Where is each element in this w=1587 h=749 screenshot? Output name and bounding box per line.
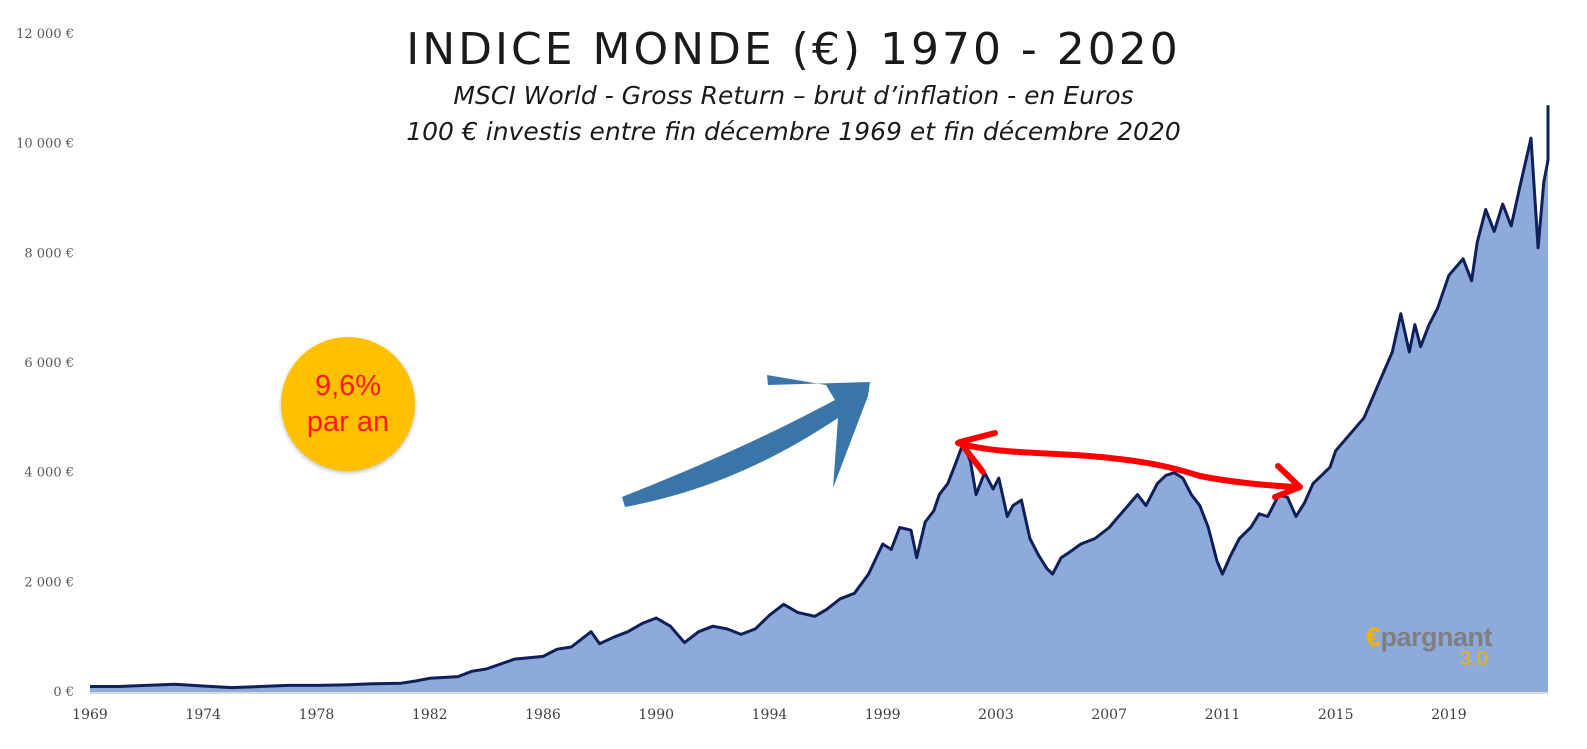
- y-tick-label: 8 000 €: [24, 246, 74, 261]
- logo-wordmark: €pargnant: [1366, 622, 1493, 653]
- red-double-arrow: [955, 430, 1303, 500]
- logo-euro-symbol: €: [1366, 622, 1381, 652]
- x-tick-label: 2007: [1091, 707, 1127, 723]
- x-tick-label: 2019: [1431, 707, 1467, 723]
- series-line: [90, 105, 1550, 690]
- badge-rate: 9,6%: [314, 370, 382, 402]
- blue-arrow-body: [622, 375, 870, 507]
- chart-subtitle-2: 100 € investis entre fin décembre 1969 e…: [406, 117, 1181, 146]
- red-arrow-right-head: [1272, 463, 1303, 500]
- logo-version: 3.0: [1460, 648, 1488, 670]
- x-tick-label: 1990: [638, 707, 674, 723]
- x-axis: 1969 1974 1978 1982 1986 1990 1994 1999 2003 2007…: [72, 707, 1467, 723]
- y-tick-label: 2 000 €: [24, 575, 74, 590]
- red-arrow-line: [955, 440, 1301, 490]
- epargnant-logo: €pargnant 3.0: [1366, 622, 1536, 672]
- x-tick-label: 1994: [752, 707, 788, 723]
- title-block: INDICE MONDE (€) 1970 - 2020 MSCI World …: [0, 22, 1587, 150]
- y-axis: 0 € 2 000 € 4 000 € 6 000 € 8 000 € 10 000 € 1…: [16, 27, 74, 700]
- x-tick-label: 2011: [1205, 707, 1241, 723]
- x-tick-label: 1999: [865, 707, 901, 723]
- x-tick-label: 1978: [299, 707, 335, 723]
- y-tick-label: 4 000 €: [24, 466, 74, 481]
- badge-label: par an: [306, 406, 390, 438]
- logo-name: pargnant: [1380, 622, 1493, 652]
- x-tick-label: 2003: [978, 707, 1014, 723]
- x-tick-label: 1986: [525, 707, 561, 723]
- blue-trend-arrow: [622, 375, 870, 507]
- x-tick-label: 1982: [412, 707, 448, 723]
- x-tick-label: 2015: [1318, 707, 1354, 723]
- x-tick-label: 1969: [72, 707, 108, 723]
- y-tick-label: 12 000 €: [16, 27, 74, 42]
- chart-subtitle-1: MSCI World - Gross Return – brut d’infla…: [453, 81, 1134, 110]
- y-tick-label: 6 000 €: [24, 356, 74, 371]
- y-tick-label: 0 €: [53, 685, 74, 700]
- series-area: [90, 105, 1548, 693]
- annual-return-badge: 9,6% par an: [281, 337, 415, 471]
- y-tick-label: 10 000 €: [16, 137, 74, 152]
- red-arrow-left-head: [957, 430, 998, 475]
- chart-title: INDICE MONDE (€) 1970 - 2020: [406, 24, 1181, 75]
- x-tick-label: 1974: [185, 707, 221, 723]
